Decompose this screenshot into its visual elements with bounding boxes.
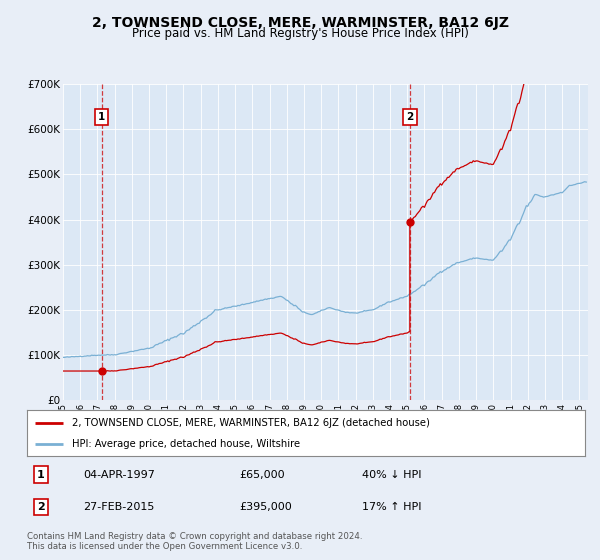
Text: 04-APR-1997: 04-APR-1997: [83, 470, 155, 479]
Text: 17% ↑ HPI: 17% ↑ HPI: [362, 502, 421, 512]
Text: 2, TOWNSEND CLOSE, MERE, WARMINSTER, BA12 6JZ (detached house): 2, TOWNSEND CLOSE, MERE, WARMINSTER, BA1…: [71, 418, 430, 428]
Text: 2: 2: [37, 502, 45, 512]
Text: 27-FEB-2015: 27-FEB-2015: [83, 502, 154, 512]
Text: HPI: Average price, detached house, Wiltshire: HPI: Average price, detached house, Wilt…: [71, 439, 300, 449]
Text: 2, TOWNSEND CLOSE, MERE, WARMINSTER, BA12 6JZ: 2, TOWNSEND CLOSE, MERE, WARMINSTER, BA1…: [91, 16, 509, 30]
Text: 1: 1: [98, 112, 106, 122]
Text: 1: 1: [37, 470, 45, 479]
Text: 40% ↓ HPI: 40% ↓ HPI: [362, 470, 421, 479]
Text: £65,000: £65,000: [239, 470, 284, 479]
Text: Contains HM Land Registry data © Crown copyright and database right 2024.: Contains HM Land Registry data © Crown c…: [27, 532, 362, 541]
Text: 2: 2: [406, 112, 413, 122]
Text: This data is licensed under the Open Government Licence v3.0.: This data is licensed under the Open Gov…: [27, 542, 302, 551]
Text: £395,000: £395,000: [239, 502, 292, 512]
Text: Price paid vs. HM Land Registry's House Price Index (HPI): Price paid vs. HM Land Registry's House …: [131, 27, 469, 40]
